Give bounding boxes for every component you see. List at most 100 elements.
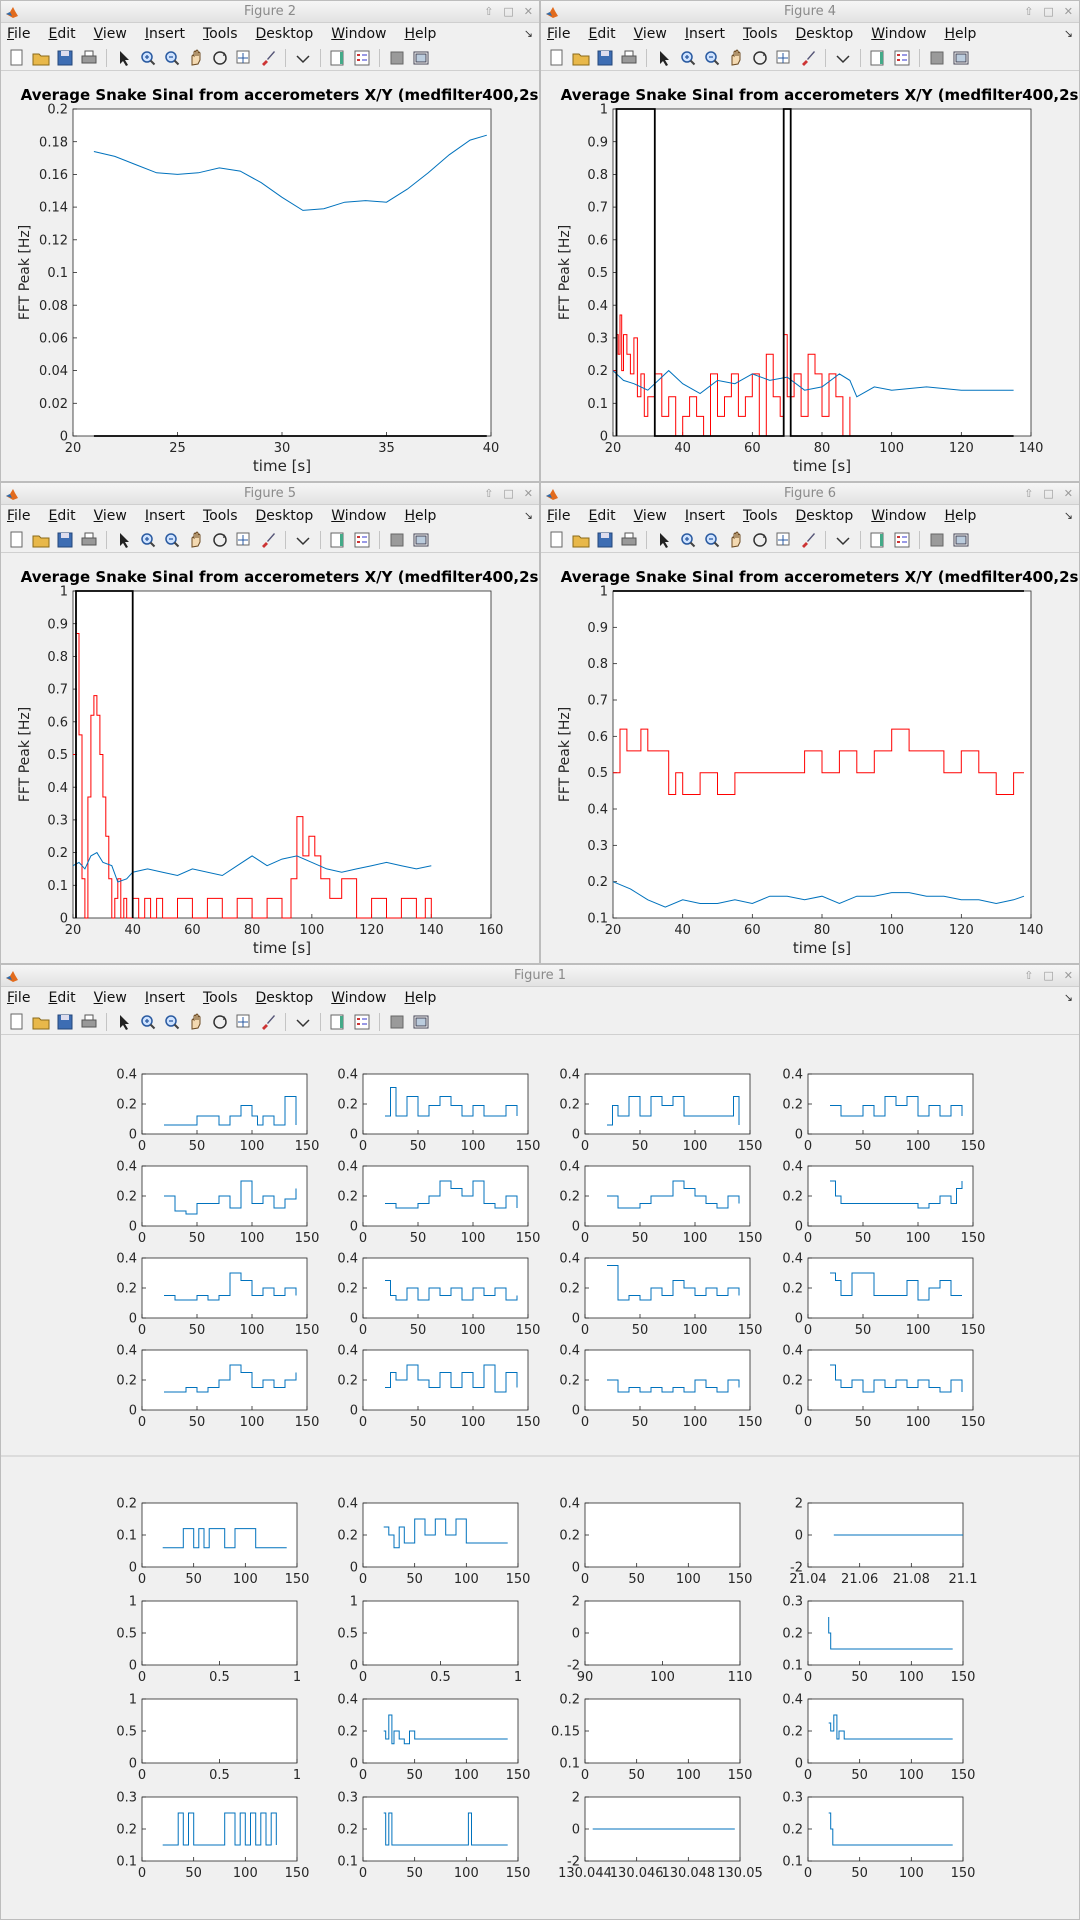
rotate-icon[interactable] [210,530,230,550]
menu-window[interactable]: Window [331,26,387,42]
show-tools-icon[interactable] [411,48,431,68]
maximize-button[interactable]: □ [1043,969,1054,982]
data-cursor-icon[interactable] [774,530,794,550]
figure-window[interactable]: Figure 5 ⇧ □ ✕ File Edit View Insert Tools Deskto… [0,482,540,964]
figure-canvas[interactable]: Average Snake Sinal from accerometers X/… [1,555,539,963]
legend-icon[interactable] [892,530,912,550]
undock-arrow-icon[interactable]: ↘ [523,27,533,40]
show-tools-icon[interactable] [411,1012,431,1032]
maximize-button[interactable]: □ [503,487,514,500]
brush-icon[interactable] [258,530,278,550]
print-icon[interactable] [619,530,639,550]
rotate-icon[interactable] [210,1012,230,1032]
colorbar-icon[interactable] [328,1012,348,1032]
print-icon[interactable] [79,1012,99,1032]
figure-canvas[interactable]: Average Snake Sinal from accerometers X/… [1,73,539,481]
brush-icon[interactable] [258,48,278,68]
menu-edit[interactable]: Edit [588,26,616,42]
menu-file[interactable]: File [547,26,571,42]
pointer-icon[interactable] [114,530,134,550]
window-titlebar[interactable]: Figure 1 ⇧ □ ✕ [1,965,1079,987]
close-button[interactable]: ✕ [1063,969,1073,982]
data-cursor-icon[interactable] [234,530,254,550]
colorbar-icon[interactable] [868,48,888,68]
undock-arrow-icon[interactable]: ↘ [1063,509,1073,522]
minimize-button[interactable]: ⇧ [1024,5,1034,18]
new-figure-icon[interactable] [7,48,27,68]
menu-insert[interactable]: Insert [684,508,725,524]
zoom-out-icon[interactable] [162,48,182,68]
hide-tools-icon[interactable] [387,530,407,550]
menu-edit[interactable]: Edit [48,990,76,1006]
close-button[interactable]: ✕ [1063,487,1073,500]
legend-icon[interactable] [352,530,372,550]
link-icon[interactable] [293,1012,313,1032]
menu-window[interactable]: Window [871,508,927,524]
pointer-icon[interactable] [654,48,674,68]
menu-view[interactable]: View [93,990,127,1006]
menu-desktop[interactable]: Desktop [795,508,854,524]
figure-window[interactable]: Figure 1 ⇧ □ ✕ File Edit View Insert Tools Deskto… [0,964,1080,1920]
show-tools-icon[interactable] [411,530,431,550]
maximize-button[interactable]: □ [1043,487,1054,500]
pan-icon[interactable] [726,530,746,550]
menu-tools[interactable]: Tools [202,990,238,1006]
undock-arrow-icon[interactable]: ↘ [1063,991,1073,1004]
colorbar-icon[interactable] [328,530,348,550]
save-icon[interactable] [55,530,75,550]
new-figure-icon[interactable] [7,530,27,550]
window-titlebar[interactable]: Figure 2 ⇧ □ ✕ [1,1,539,23]
menu-tools[interactable]: Tools [202,508,238,524]
maximize-button[interactable]: □ [1043,5,1054,18]
zoom-out-icon[interactable] [702,530,722,550]
figure-window[interactable]: Figure 2 ⇧ □ ✕ File Edit View Insert Tools Deskto… [0,0,540,482]
zoom-in-icon[interactable] [138,530,158,550]
menu-view[interactable]: View [93,26,127,42]
colorbar-icon[interactable] [328,48,348,68]
new-figure-icon[interactable] [547,48,567,68]
figure-window[interactable]: Figure 4 ⇧ □ ✕ File Edit View Insert Tools Deskto… [540,0,1080,482]
figure-canvas[interactable]: Average Snake Sinal from accerometers X/… [541,73,1079,481]
menu-help[interactable]: Help [404,990,437,1006]
menu-tools[interactable]: Tools [202,26,238,42]
window-titlebar[interactable]: Figure 5 ⇧ □ ✕ [1,483,539,505]
data-cursor-icon[interactable] [774,48,794,68]
menu-window[interactable]: Window [871,26,927,42]
open-file-icon[interactable] [31,48,51,68]
minimize-button[interactable]: ⇧ [484,487,494,500]
pan-icon[interactable] [186,530,206,550]
menu-insert[interactable]: Insert [684,26,725,42]
save-icon[interactable] [595,530,615,550]
print-icon[interactable] [619,48,639,68]
window-titlebar[interactable]: Figure 6 ⇧ □ ✕ [541,483,1079,505]
legend-icon[interactable] [352,48,372,68]
link-icon[interactable] [293,48,313,68]
maximize-button[interactable]: □ [503,5,514,18]
figure-canvas[interactable]: Average Snake Sinal from accerometers X/… [541,555,1079,963]
pan-icon[interactable] [726,48,746,68]
figure-canvas[interactable]: 0 50 100 150 0 0.2 0.4 0 50 100 150 0 0.2 0.4 0 50 100 15… [1,1037,1079,1919]
print-icon[interactable] [79,48,99,68]
colorbar-icon[interactable] [868,530,888,550]
new-figure-icon[interactable] [7,1012,27,1032]
hide-tools-icon[interactable] [927,530,947,550]
link-icon[interactable] [293,530,313,550]
menu-view[interactable]: View [633,508,667,524]
close-button[interactable]: ✕ [523,487,533,500]
minimize-button[interactable]: ⇧ [1024,487,1034,500]
menu-desktop[interactable]: Desktop [255,508,314,524]
zoom-out-icon[interactable] [162,530,182,550]
menu-tools[interactable]: Tools [742,26,778,42]
pan-icon[interactable] [186,48,206,68]
menu-desktop[interactable]: Desktop [255,990,314,1006]
hide-tools-icon[interactable] [387,48,407,68]
open-file-icon[interactable] [571,48,591,68]
undock-arrow-icon[interactable]: ↘ [1063,27,1073,40]
brush-icon[interactable] [798,530,818,550]
brush-icon[interactable] [258,1012,278,1032]
menu-insert[interactable]: Insert [144,990,185,1006]
zoom-in-icon[interactable] [138,48,158,68]
pointer-icon[interactable] [114,1012,134,1032]
close-button[interactable]: ✕ [1063,5,1073,18]
menu-window[interactable]: Window [331,508,387,524]
